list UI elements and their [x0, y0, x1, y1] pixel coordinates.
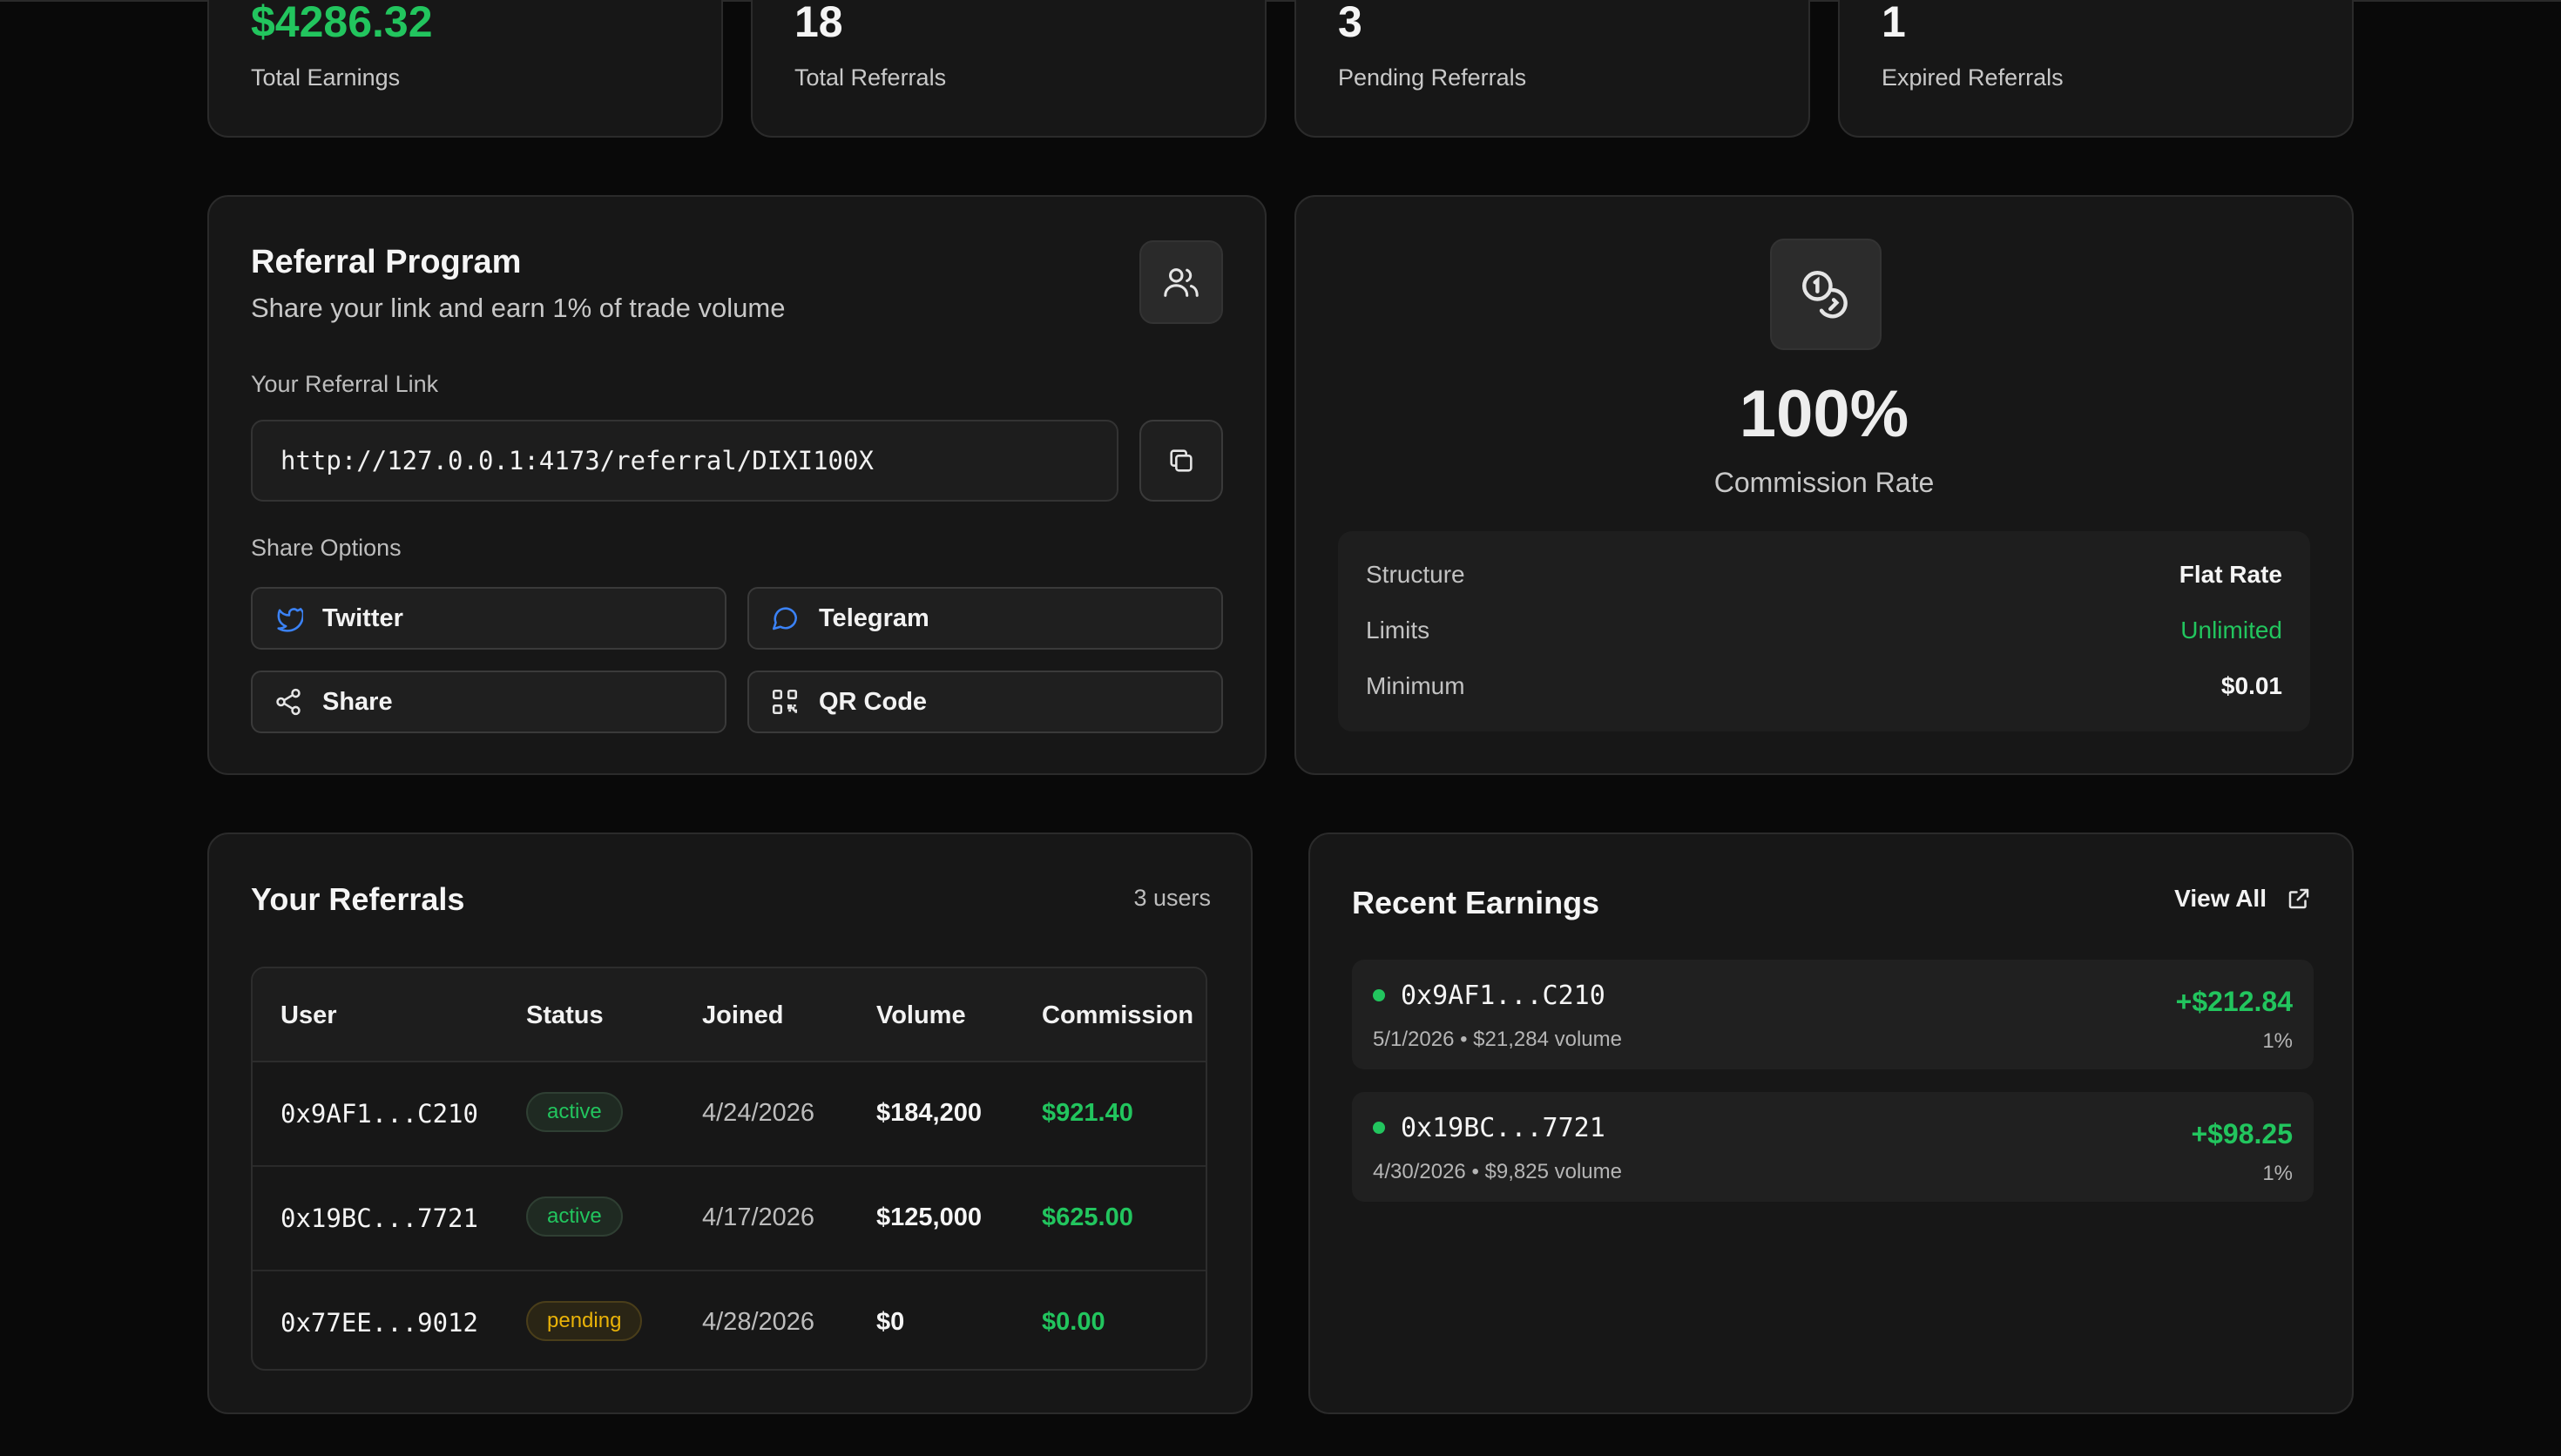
table-row[interactable]: 0x77EE...9012 pending 4/28/2026 $0 $0.00: [253, 1271, 1206, 1369]
status-badge: pending: [526, 1301, 643, 1341]
detail-value: $0.01: [2220, 672, 2282, 699]
share-icon: [276, 688, 301, 716]
stat-card-expired-referrals: 1 Expired Referrals: [1838, 0, 2354, 138]
recent-earnings-card: Recent Earnings View All 0x9AF1...C210 5…: [1308, 832, 2354, 1414]
referrals-table: User Status Joined Volume Commission 0x9…: [251, 967, 1207, 1371]
expired-referrals-label: Expired Referrals: [1882, 64, 2064, 91]
qr-code-button[interactable]: QR Code: [747, 671, 1223, 733]
earning-date: 4/30/2026: [1373, 1160, 1466, 1183]
commission-rate-value: 100%: [1739, 377, 1909, 451]
your-referrals-card: Your Referrals 3 users User Status Joine…: [207, 832, 1253, 1414]
total-earnings-value: $4286.32: [251, 0, 433, 46]
column-commission: Commission: [1042, 1001, 1194, 1029]
total-referrals-value: 18: [794, 0, 843, 46]
recent-earnings-title: Recent Earnings: [1352, 885, 1600, 920]
row-commission: $921.40: [1042, 1099, 1133, 1127]
pending-referrals-value: 3: [1338, 0, 1362, 46]
detail-row-structure: Structure Flat Rate: [1366, 561, 2282, 589]
row-commission: $0.00: [1042, 1308, 1105, 1336]
table-header: User Status Joined Volume Commission: [253, 968, 1206, 1062]
row-joined: 4/28/2026: [702, 1308, 815, 1336]
earning-item[interactable]: 0x19BC...7721 4/30/2026 • $9,825 volume …: [1352, 1092, 2314, 1202]
status-dot: [1373, 1122, 1385, 1134]
coins-icon: [1770, 239, 1882, 350]
row-user: 0x19BC...7721: [280, 1203, 478, 1233]
share-label: Share: [322, 687, 393, 716]
referral-program-title: Referral Program: [251, 244, 522, 280]
earning-percent: 1%: [2262, 1029, 2293, 1053]
twitter-share-button[interactable]: Twitter: [251, 587, 726, 650]
telegram-label: Telegram: [819, 603, 929, 632]
detail-key: Minimum: [1366, 672, 1465, 699]
row-user: 0x77EE...9012: [280, 1308, 478, 1338]
pending-referrals-label: Pending Referrals: [1338, 64, 1527, 91]
table-row[interactable]: 0x19BC...7721 active 4/17/2026 $125,000 …: [253, 1167, 1206, 1271]
earning-amount: +$98.25: [2191, 1118, 2293, 1149]
detail-row-minimum: Minimum $0.01: [1366, 672, 2282, 700]
status-dot: [1373, 989, 1385, 1001]
status-badge: active: [526, 1196, 623, 1237]
view-all-link[interactable]: View All: [2174, 885, 2312, 913]
row-joined: 4/24/2026: [702, 1099, 815, 1127]
share-options-label: Share Options: [251, 535, 402, 561]
commission-card: 100% Commission Rate Structure Flat Rate…: [1294, 195, 2354, 775]
table-row[interactable]: 0x9AF1...C210 active 4/24/2026 $184,200 …: [253, 1062, 1206, 1167]
referral-program-card: Referral Program Share your link and ear…: [207, 195, 1267, 775]
referral-program-subtitle: Share your link and earn 1% of trade vol…: [251, 293, 786, 323]
commission-details: Structure Flat Rate Limits Unlimited Min…: [1338, 531, 2310, 731]
total-referrals-label: Total Referrals: [794, 64, 947, 91]
total-earnings-label: Total Earnings: [251, 64, 401, 91]
qr-code-label: QR Code: [819, 687, 928, 716]
column-volume: Volume: [876, 1001, 966, 1029]
copy-icon: [1170, 449, 1193, 472]
earning-meta: 5/1/2026 • $21,284 volume: [1373, 1028, 1622, 1051]
stat-card-total-referrals: 18 Total Referrals: [751, 0, 1267, 138]
twitter-icon: [277, 608, 303, 632]
referral-link-label: Your Referral Link: [251, 371, 439, 397]
your-referrals-title: Your Referrals: [251, 881, 465, 917]
qr-code-icon: [772, 689, 798, 715]
earning-meta: 4/30/2026 • $9,825 volume: [1373, 1160, 1622, 1183]
share-button[interactable]: Share: [251, 671, 726, 733]
column-joined: Joined: [702, 1001, 784, 1029]
detail-value: Unlimited: [2180, 617, 2282, 644]
status-badge: active: [526, 1092, 623, 1132]
external-link-icon: [2288, 888, 2309, 909]
column-user: User: [280, 1001, 337, 1029]
referrals-count: 3 users: [1133, 885, 1211, 911]
stat-card-pending-referrals: 3 Pending Referrals: [1294, 0, 1810, 138]
detail-row-limits: Limits Unlimited: [1366, 617, 2282, 644]
top-border: [0, 0, 2561, 2]
telegram-share-button[interactable]: Telegram: [747, 587, 1223, 650]
earning-percent: 1%: [2262, 1162, 2293, 1185]
earning-date: 5/1/2026: [1373, 1028, 1455, 1051]
row-volume: $184,200: [876, 1099, 982, 1127]
copy-button[interactable]: [1139, 420, 1223, 502]
column-status: Status: [526, 1001, 604, 1029]
row-joined: 4/17/2026: [702, 1203, 815, 1231]
view-all-label: View All: [2174, 885, 2267, 912]
earning-address: 0x19BC...7721: [1401, 1113, 1605, 1143]
referral-link-field[interactable]: http://127.0.0.1:4173/referral/DIXI100X: [251, 420, 1118, 502]
earning-address: 0x9AF1...C210: [1401, 981, 1605, 1011]
row-commission: $625.00: [1042, 1203, 1133, 1231]
detail-key: Limits: [1366, 617, 1430, 644]
row-volume: $0: [876, 1308, 905, 1336]
stat-card-total-earnings: $4286.32 Total Earnings: [207, 0, 723, 138]
row-volume: $125,000: [876, 1203, 982, 1231]
detail-key: Structure: [1366, 561, 1465, 588]
earning-item[interactable]: 0x9AF1...C210 5/1/2026 • $21,284 volume …: [1352, 960, 2314, 1069]
twitter-label: Twitter: [322, 603, 403, 632]
expired-referrals-value: 1: [1882, 0, 1906, 46]
earning-volume: $21,284 volume: [1473, 1028, 1622, 1051]
detail-value: Flat Rate: [2179, 561, 2282, 588]
users-icon: [1139, 240, 1223, 324]
commission-rate-label: Commission Rate: [1713, 467, 1935, 498]
chat-bubble-icon: [772, 607, 798, 630]
row-user: 0x9AF1...C210: [280, 1099, 478, 1129]
earning-volume: $9,825 volume: [1484, 1160, 1622, 1183]
earning-amount: +$212.84: [2175, 986, 2293, 1017]
